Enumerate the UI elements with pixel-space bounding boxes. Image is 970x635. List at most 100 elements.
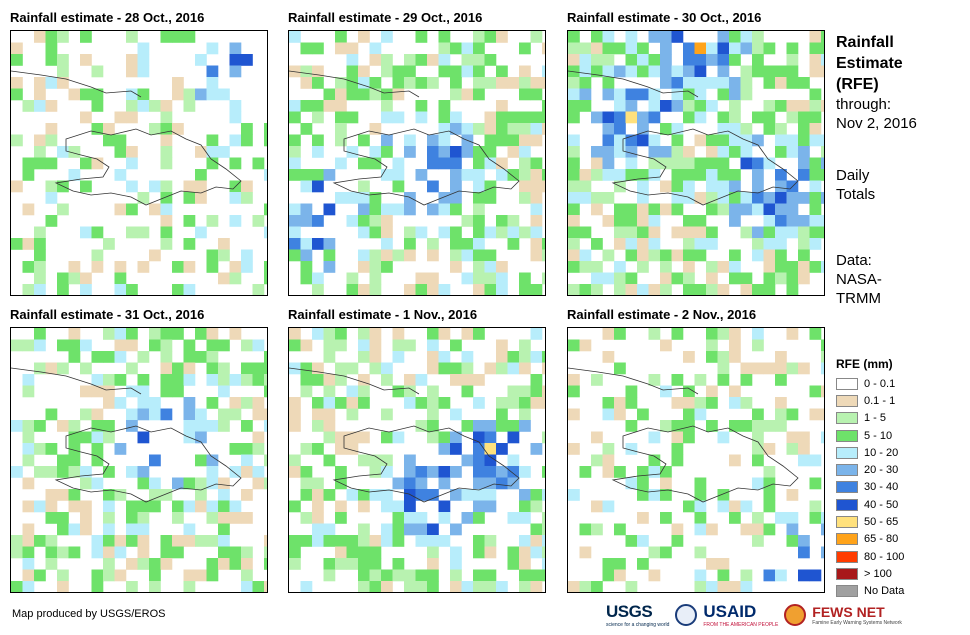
rainfall-cell <box>530 31 543 43</box>
rainfall-cell <box>473 466 485 478</box>
rainfall-cell <box>300 489 313 501</box>
rainfall-cell <box>473 431 485 444</box>
rainfall-cell <box>183 261 196 273</box>
rainfall-cell <box>323 385 336 398</box>
rainfall-cell <box>183 477 196 490</box>
legend-item: 0 - 0.1 <box>836 375 904 392</box>
rainfall-cell <box>775 192 787 204</box>
rainfall-cell <box>404 397 416 409</box>
rainfall-cell <box>206 512 219 524</box>
rainfall-cell <box>694 88 707 101</box>
rainfall-cell <box>427 408 439 421</box>
rainfall-cell <box>450 77 462 89</box>
rainfall-cell <box>530 385 543 398</box>
rainfall-cell <box>729 42 741 55</box>
fews-net-logo: FEWS NET Famine Early Warning Systems Ne… <box>812 604 902 626</box>
rainfall-cell <box>484 77 497 89</box>
rainfall-cell <box>717 31 730 43</box>
rainfall-cell <box>381 431 393 444</box>
rainfall-cell <box>717 581 730 592</box>
rainfall-cell <box>648 100 661 112</box>
rainfall-cell <box>404 454 416 467</box>
rainfall-cell <box>34 226 46 239</box>
rainfall-cell <box>798 100 810 112</box>
rainfall-cell <box>264 385 267 398</box>
rainfall-cell <box>427 339 439 352</box>
rainfall-cell <box>450 88 462 101</box>
rainfall-cell <box>496 339 508 352</box>
rainfall-cell <box>22 477 35 490</box>
rainfall-cell <box>450 569 462 582</box>
rainfall-cell <box>160 215 173 227</box>
rainfall-cell <box>496 226 508 239</box>
usgs-logo-text: USGS <box>606 602 653 621</box>
rainfall-cell <box>183 581 196 592</box>
rainfall-cell <box>614 226 626 239</box>
rainfall-cell <box>346 54 359 66</box>
rainfall-cell <box>542 65 545 78</box>
map-title-29-oct: Rainfall estimate - 29 Oct., 2016 <box>288 10 483 25</box>
rainfall-cell <box>381 362 393 375</box>
rainfall-cell <box>752 339 764 352</box>
rainfall-cell <box>392 157 405 170</box>
rainfall-cell <box>241 466 253 478</box>
rainfall-cell <box>114 328 127 340</box>
rainfall-cell <box>300 339 313 352</box>
legend-label: No Data <box>864 585 905 598</box>
rainfall-cell <box>519 420 531 432</box>
rainfall-cell <box>568 249 580 262</box>
rainfall-cell <box>252 362 265 375</box>
rainfall-cell <box>602 443 615 455</box>
rainfall-cell <box>11 54 23 66</box>
rainfall-cell <box>34 339 46 352</box>
rainfall-cell <box>671 535 684 547</box>
rainfall-cell <box>22 385 35 398</box>
rainfall-cell <box>625 157 638 170</box>
rainfall-cell <box>530 77 543 89</box>
rainfall-cell <box>530 249 543 262</box>
rainfall-cell <box>34 500 46 513</box>
rainfall-cell <box>183 408 196 421</box>
rainfall-cell <box>126 88 138 101</box>
rainfall-cell <box>461 385 474 398</box>
rainfall-cell <box>346 362 359 375</box>
rainfall-cell <box>172 88 184 101</box>
rainfall-cell <box>484 180 497 193</box>
rainfall-cell <box>438 477 451 490</box>
rainfall-cell <box>683 215 695 227</box>
rainfall-cell <box>218 546 230 559</box>
rainfall-cell <box>694 284 707 295</box>
rainfall-cell <box>300 581 313 592</box>
rainfall-cell <box>671 180 684 193</box>
rainfall-cell <box>775 100 787 112</box>
rainfall-cell <box>103 535 115 547</box>
rainfall-cell <box>323 408 336 421</box>
rainfall-cell <box>450 261 462 273</box>
rainfall-cell <box>809 169 822 181</box>
rainfall-cell <box>706 180 718 193</box>
rainfall-cell <box>530 88 543 101</box>
rainfall-cell <box>496 123 508 135</box>
legend-swatch <box>836 394 858 407</box>
rainfall-cell <box>404 385 416 398</box>
rainfall-cell <box>542 385 545 398</box>
rainfall-cell <box>717 192 730 204</box>
rainfall-cell <box>625 42 638 55</box>
cuba-coastline <box>289 367 420 395</box>
rainfall-cell <box>671 65 684 78</box>
rainfall-cell <box>614 466 626 478</box>
rainfall-cell <box>172 477 184 490</box>
rainfall-cell <box>519 339 531 352</box>
rainfall-cell <box>568 374 580 386</box>
rainfall-cell <box>450 192 462 204</box>
rainfall-cell <box>427 54 439 66</box>
rainfall-cell <box>519 134 531 147</box>
rainfall-cell <box>519 351 531 363</box>
rainfall-cell <box>252 215 265 227</box>
rainfall-cell <box>323 569 336 582</box>
rainfall-cell <box>450 123 462 135</box>
rainfall-cell <box>312 397 324 409</box>
rainfall-cell <box>57 546 69 559</box>
rainfall-cell <box>358 523 370 536</box>
rainfall-cell <box>427 546 439 559</box>
